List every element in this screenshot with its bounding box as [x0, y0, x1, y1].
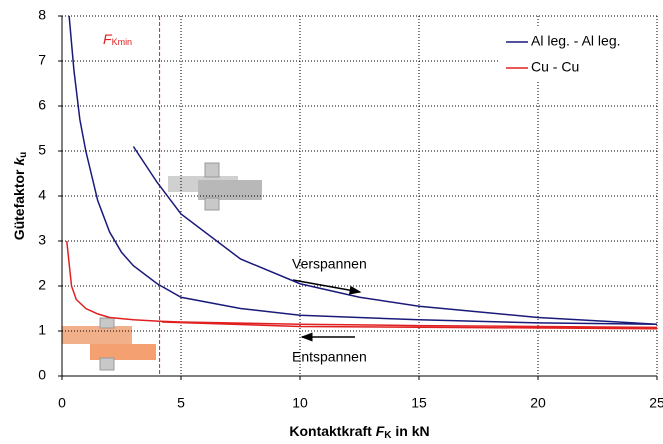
- x-tick-label: 0: [58, 395, 66, 411]
- y-tick-label: 5: [38, 142, 46, 158]
- legend-label: Al leg. - Al leg.: [531, 33, 621, 49]
- y-axis-title-part: u: [18, 152, 29, 158]
- x-axis-title: Kontaktkraft FK in kN: [289, 423, 429, 441]
- fkmin-label: FKmin: [103, 31, 132, 48]
- cu-clamp-image: [62, 318, 156, 370]
- y-tick-label: 3: [38, 232, 46, 248]
- y-tick-label: 7: [38, 52, 46, 68]
- annotation: Entspannen: [292, 349, 367, 365]
- annotation: Verspannen: [292, 256, 367, 272]
- x-axis-title-part: Kontaktkraft: [289, 423, 375, 439]
- y-tick-label: 0: [38, 367, 46, 383]
- x-tick-label: 15: [411, 395, 427, 411]
- legend-label: Cu - Cu: [531, 59, 579, 75]
- y-tick-label: 6: [38, 97, 46, 113]
- chart: 0 1 2 3 4 5 6 7 8 0 5 10 15 20 25 Kontaktkraft FK in kN…: [0, 0, 663, 444]
- al-clamp-image: [168, 163, 262, 210]
- y-axis-title: Gütefaktor ku: [11, 152, 29, 241]
- y-tick-label: 2: [38, 277, 46, 293]
- x-tick-label: 20: [530, 395, 546, 411]
- x-tick-label: 10: [292, 395, 308, 411]
- x-tick-label: 25: [649, 395, 663, 411]
- y-tick-label: 8: [38, 7, 46, 23]
- y-tick-label: 4: [38, 187, 46, 203]
- y-tick-label: 1: [38, 322, 46, 338]
- fkmin-label-part: Kmin: [112, 37, 133, 47]
- x-axis-title-part: in kN: [392, 423, 430, 439]
- series-line: [67, 241, 657, 329]
- x-tick-label: 5: [177, 395, 185, 411]
- y-axis-title-part: Gütefaktor: [11, 166, 27, 241]
